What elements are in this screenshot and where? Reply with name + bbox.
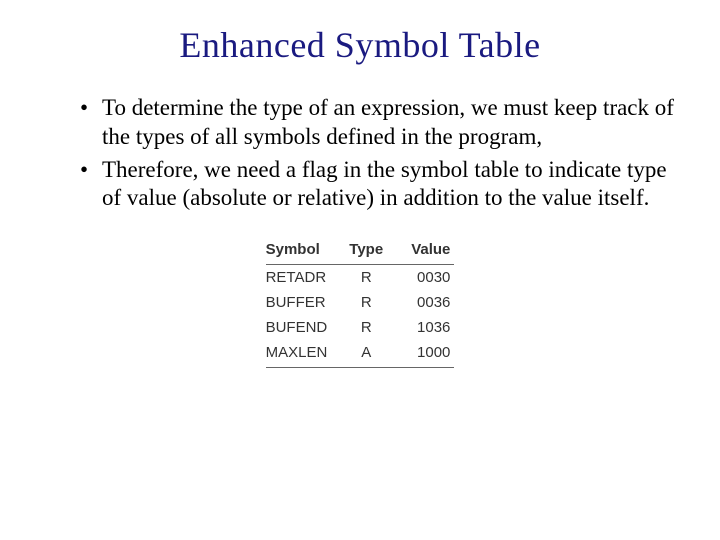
page-title: Enhanced Symbol Table <box>40 24 680 66</box>
cell-value: 1000 <box>411 340 454 368</box>
table-row: MAXLEN A 1000 <box>266 340 455 368</box>
symbol-table: Symbol Type Value RETADR R 0030 BUFFER R… <box>266 235 455 368</box>
cell-symbol: MAXLEN <box>266 340 350 368</box>
cell-type: R <box>349 315 411 340</box>
cell-value: 0030 <box>411 265 454 291</box>
cell-type: R <box>349 290 411 315</box>
table-row: BUFFER R 0036 <box>266 290 455 315</box>
table-header-row: Symbol Type Value <box>266 235 455 265</box>
cell-symbol: RETADR <box>266 265 350 291</box>
table-row: BUFEND R 1036 <box>266 315 455 340</box>
bullet-item: To determine the type of an expression, … <box>80 94 680 152</box>
cell-value: 0036 <box>411 290 454 315</box>
cell-symbol: BUFEND <box>266 315 350 340</box>
bullet-item: Therefore, we need a flag in the symbol … <box>80 156 680 214</box>
col-type: Type <box>349 235 411 265</box>
col-value: Value <box>411 235 454 265</box>
table-row: RETADR R 0030 <box>266 265 455 291</box>
cell-symbol: BUFFER <box>266 290 350 315</box>
cell-type: A <box>349 340 411 368</box>
cell-type: R <box>349 265 411 291</box>
slide-container: Enhanced Symbol Table To determine the t… <box>0 0 720 368</box>
col-symbol: Symbol <box>266 235 350 265</box>
cell-value: 1036 <box>411 315 454 340</box>
bullet-list: To determine the type of an expression, … <box>40 94 680 213</box>
